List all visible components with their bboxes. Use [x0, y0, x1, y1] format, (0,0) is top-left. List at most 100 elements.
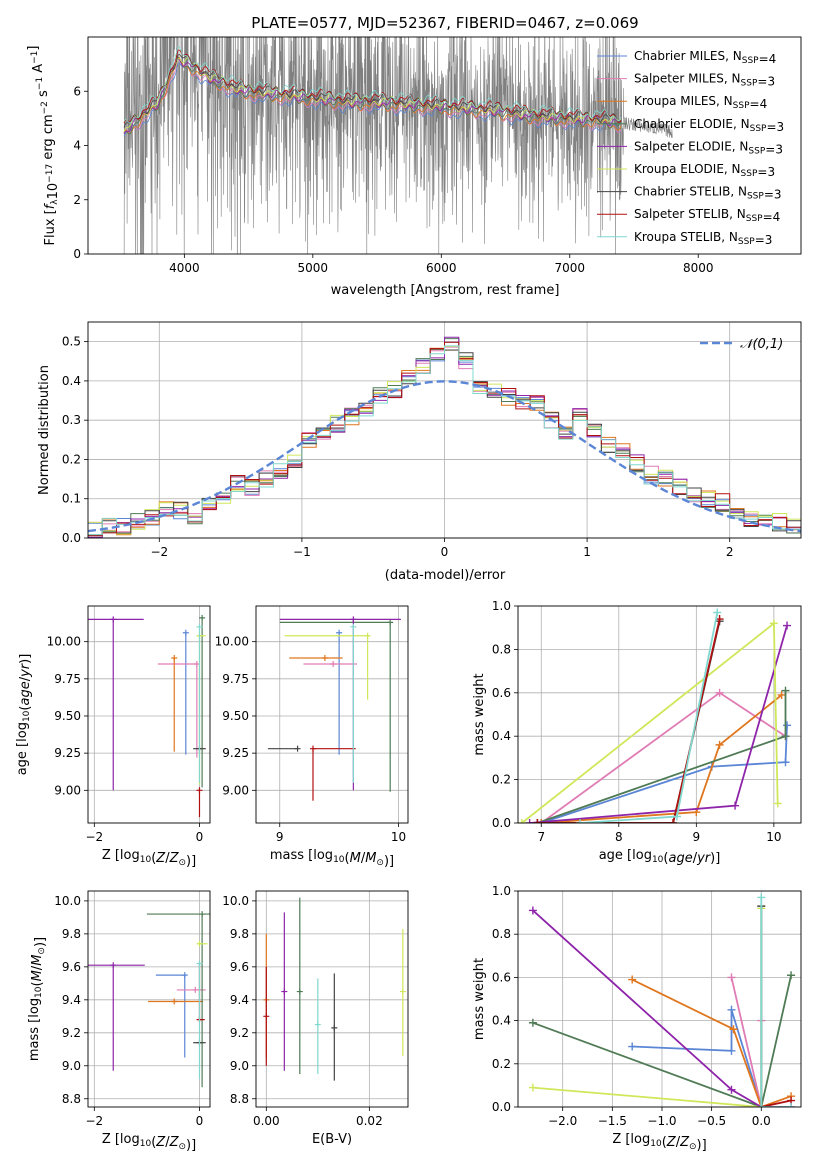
data-point — [196, 787, 203, 794]
y-tick-label: 9.6 — [62, 960, 81, 974]
x-tick-label: 6000 — [426, 261, 457, 275]
y-tick-label: 1.0 — [492, 884, 511, 898]
weight-line — [730, 977, 763, 1107]
x-axis-label: wavelength [Angstrom, rest frame] — [331, 283, 560, 298]
y-axis-label: mass weight — [472, 673, 487, 755]
y-tick-label: 9.50 — [54, 709, 81, 723]
y-axis-label: mass [log10(M/M⊙)] — [27, 937, 48, 1061]
x-tick-label: 0.00 — [253, 1114, 280, 1128]
panel-2: −2 −1 0 1 2 0.0 0.1 0.2 0.3 0.4 0.5 (data-model)/er… — [37, 321, 802, 583]
axes: −2 0 9.00 9.25 9.50 9.75 10.00 Z [log10(Z/Z⊙)] a… — [15, 605, 211, 869]
weight-marker — [773, 799, 782, 808]
y-tick-label: 0.2 — [492, 773, 511, 787]
x-tick-label: −2 — [85, 830, 103, 844]
y-tick-label: 0.0 — [492, 1100, 511, 1114]
plot-area — [88, 911, 210, 1088]
x-axis-label: (data-model)/error — [385, 568, 506, 583]
weight-line — [761, 1099, 792, 1107]
weight-marker — [713, 608, 722, 617]
data-point — [110, 616, 117, 623]
y-tick-label: 9.4 — [62, 993, 81, 1007]
model-spectrum — [123, 46, 622, 124]
data-point — [193, 660, 200, 667]
x-tick-label: −2 — [85, 1114, 103, 1128]
weight-marker — [769, 619, 778, 628]
weight-marker — [518, 819, 526, 823]
legend-label: Chabrier ELODIE, NSSP=3 — [634, 117, 784, 134]
axes-frame — [87, 321, 802, 539]
y-tick-label: 10.00 — [47, 635, 81, 649]
y-tick-label: 0.0 — [62, 531, 81, 545]
weight-marker — [525, 819, 534, 823]
y-tick-label: 10.00 — [215, 635, 249, 649]
data-point — [321, 655, 328, 662]
data-point — [336, 629, 343, 636]
x-tick-label: 2 — [726, 545, 734, 559]
data-spectrum — [123, 37, 673, 254]
x-tick-label: 0 — [196, 1114, 204, 1128]
x-tick-label: 0 — [196, 830, 204, 844]
weight-marker — [777, 690, 786, 699]
x-tick-label: 0.0 — [752, 1114, 771, 1128]
y-tick-label: 6 — [73, 84, 81, 98]
weight-marker — [715, 688, 724, 697]
axes-frame — [87, 36, 802, 255]
y-tick-label: 9.25 — [54, 746, 81, 760]
y-tick-label: 4 — [73, 139, 81, 153]
data-point — [182, 629, 189, 636]
data-point — [399, 988, 406, 995]
y-tick-label: 9.0 — [230, 1059, 249, 1073]
y-tick-label: 9.00 — [222, 783, 249, 797]
plot-area — [88, 336, 801, 538]
data-point — [196, 960, 203, 967]
x-tick-label: 0 — [441, 545, 449, 559]
x-tick-label: 0.02 — [356, 1114, 383, 1128]
plot-area — [518, 608, 792, 823]
x-axis-label: mass [log10(M/M⊙)] — [270, 848, 394, 869]
data-point — [192, 986, 199, 993]
x-tick-label: −1.5 — [598, 1114, 627, 1128]
data-point — [350, 616, 357, 623]
y-tick-label: 9.25 — [222, 746, 249, 760]
weight-marker — [669, 819, 678, 823]
weight-line — [541, 725, 788, 823]
x-tick-label: 10 — [766, 830, 781, 844]
y-tick-label: 9.50 — [222, 709, 249, 723]
x-tick-label: −1.0 — [647, 1114, 676, 1128]
plot-area — [267, 616, 401, 801]
axes-frame — [87, 605, 211, 824]
x-tick-label: −2.0 — [548, 1114, 577, 1128]
axes-frame — [517, 605, 802, 824]
axes: 4000 5000 6000 7000 8000 0 2 4 6 wavelength [Angs… — [26, 36, 802, 298]
x-axis-label: Z [log10(Z/Z⊙)] — [102, 1132, 196, 1153]
x-tick-label: 7 — [537, 830, 545, 844]
data-point — [364, 632, 371, 639]
data-point — [181, 972, 188, 979]
data-point — [171, 998, 178, 1005]
weight-marker — [783, 721, 792, 730]
y-tick-label: 9.0 — [62, 1059, 81, 1073]
weight-marker — [781, 732, 790, 741]
y-axis-label: Flux [fλ10−17 erg cm−2 s−1 A−1] — [26, 46, 61, 246]
axes-frame — [517, 890, 802, 1108]
y-tick-label: 0.4 — [62, 374, 81, 388]
y-tick-label: 0.3 — [62, 413, 81, 427]
y-tick-label: 9.4 — [230, 993, 249, 1007]
y-tick-label: 0.8 — [492, 642, 511, 656]
x-tick-label: 9 — [276, 830, 284, 844]
data-point — [263, 1013, 270, 1020]
histogram-step — [88, 345, 801, 536]
data-point — [110, 962, 117, 969]
panel-3: −2 0 9.00 9.25 9.50 9.75 10.00 Z [log10(Z/Z⊙)] a… — [15, 605, 211, 869]
weight-line — [532, 909, 792, 1107]
y-tick-label: 0.5 — [62, 335, 81, 349]
legend: 𝒩(0,1) — [700, 337, 783, 352]
plot-area — [123, 37, 673, 254]
y-tick-label: 9.00 — [54, 783, 81, 797]
y-tick-label: 0.4 — [492, 729, 511, 743]
data-point — [199, 911, 206, 918]
weight-marker — [729, 1025, 738, 1034]
model-spectrum — [123, 54, 622, 128]
y-tick-label: 0.8 — [492, 927, 511, 941]
